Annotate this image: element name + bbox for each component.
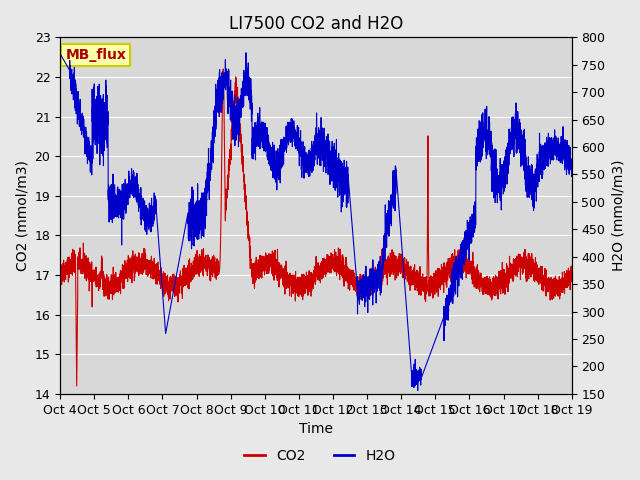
Y-axis label: H2O (mmol/m3): H2O (mmol/m3) — [611, 160, 625, 271]
X-axis label: Time: Time — [299, 422, 333, 436]
Text: MB_flux: MB_flux — [65, 48, 126, 62]
Title: LI7500 CO2 and H2O: LI7500 CO2 and H2O — [229, 15, 403, 33]
Legend: CO2, H2O: CO2, H2O — [239, 443, 401, 468]
Y-axis label: CO2 (mmol/m3): CO2 (mmol/m3) — [15, 160, 29, 271]
